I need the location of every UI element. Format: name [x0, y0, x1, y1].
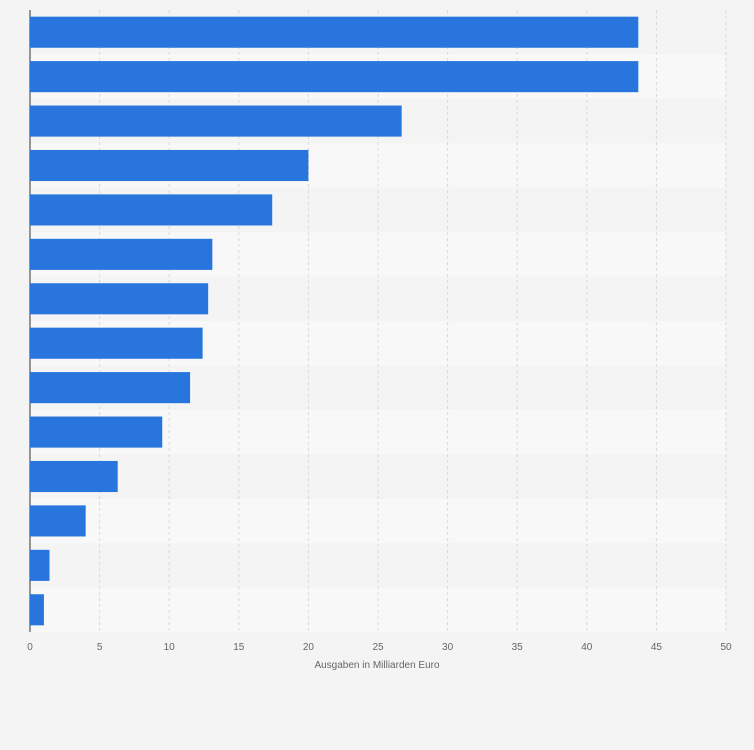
bar[interactable]: [30, 594, 44, 626]
bar[interactable]: [30, 372, 191, 404]
x-axis-ticks: 0 5 10 15 20 25 30 35 40 45 50: [27, 642, 732, 653]
x-tick-label: 50: [720, 642, 732, 653]
bar[interactable]: [30, 460, 118, 493]
x-tick-label: 10: [164, 642, 176, 653]
bar[interactable]: [30, 149, 309, 182]
x-tick-label: 25: [372, 642, 384, 653]
x-tick-label: 0: [27, 642, 33, 653]
x-tick-label: 30: [442, 642, 454, 653]
x-tick-label: 15: [233, 642, 245, 653]
bar[interactable]: [30, 238, 213, 270]
x-tick-label: 45: [651, 642, 663, 653]
x-tick-label: 20: [303, 642, 315, 653]
x-axis-title: Ausgaben in Milliarden Euro: [314, 660, 440, 671]
bar[interactable]: [30, 327, 203, 359]
bar[interactable]: [30, 549, 50, 581]
x-tick-label: 5: [97, 642, 103, 653]
bar[interactable]: [30, 194, 273, 226]
x-tick-label: 40: [581, 642, 593, 653]
bar[interactable]: [30, 61, 639, 93]
bar[interactable]: [30, 16, 639, 48]
bar[interactable]: [30, 105, 402, 137]
bar[interactable]: [30, 283, 209, 315]
x-tick-label: 35: [512, 642, 524, 653]
bar[interactable]: [30, 505, 86, 537]
bar[interactable]: [30, 416, 163, 448]
bars: [30, 16, 639, 626]
